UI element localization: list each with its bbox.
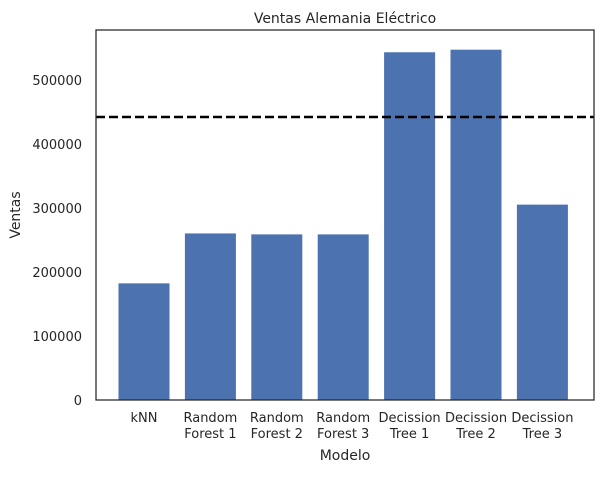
x-tick-label: Decission Tree 1: [379, 411, 441, 442]
y-tick-label: 100000: [32, 330, 82, 345]
y-tick-label: 500000: [32, 74, 82, 89]
y-tick-label: 300000: [32, 202, 82, 217]
plot-frame: [95, 29, 595, 401]
bar: [515, 203, 569, 401]
x-tick-label: Decission Tree 3: [511, 411, 573, 442]
bar: [316, 233, 370, 401]
bar: [250, 233, 304, 401]
x-axis-label: Modelo: [320, 448, 371, 464]
y-axis-label: Ventas: [8, 191, 24, 238]
chart-title: Ventas Alemania Eléctrico: [254, 11, 436, 27]
x-tick-label: Decission Tree 2: [445, 411, 507, 442]
x-tick-label: Random Forest 3: [316, 411, 370, 442]
bar: [117, 282, 171, 401]
bar: [183, 232, 237, 401]
x-tick-label: Random Forest 1: [183, 411, 237, 442]
bar: [383, 51, 437, 401]
x-tick-label: Random Forest 2: [250, 411, 304, 442]
y-tick-label: 200000: [32, 266, 82, 281]
y-tick-label: 0: [74, 394, 82, 409]
x-tick-label: kNN: [131, 411, 158, 426]
bar: [449, 48, 503, 401]
y-tick-label: 400000: [32, 138, 82, 153]
